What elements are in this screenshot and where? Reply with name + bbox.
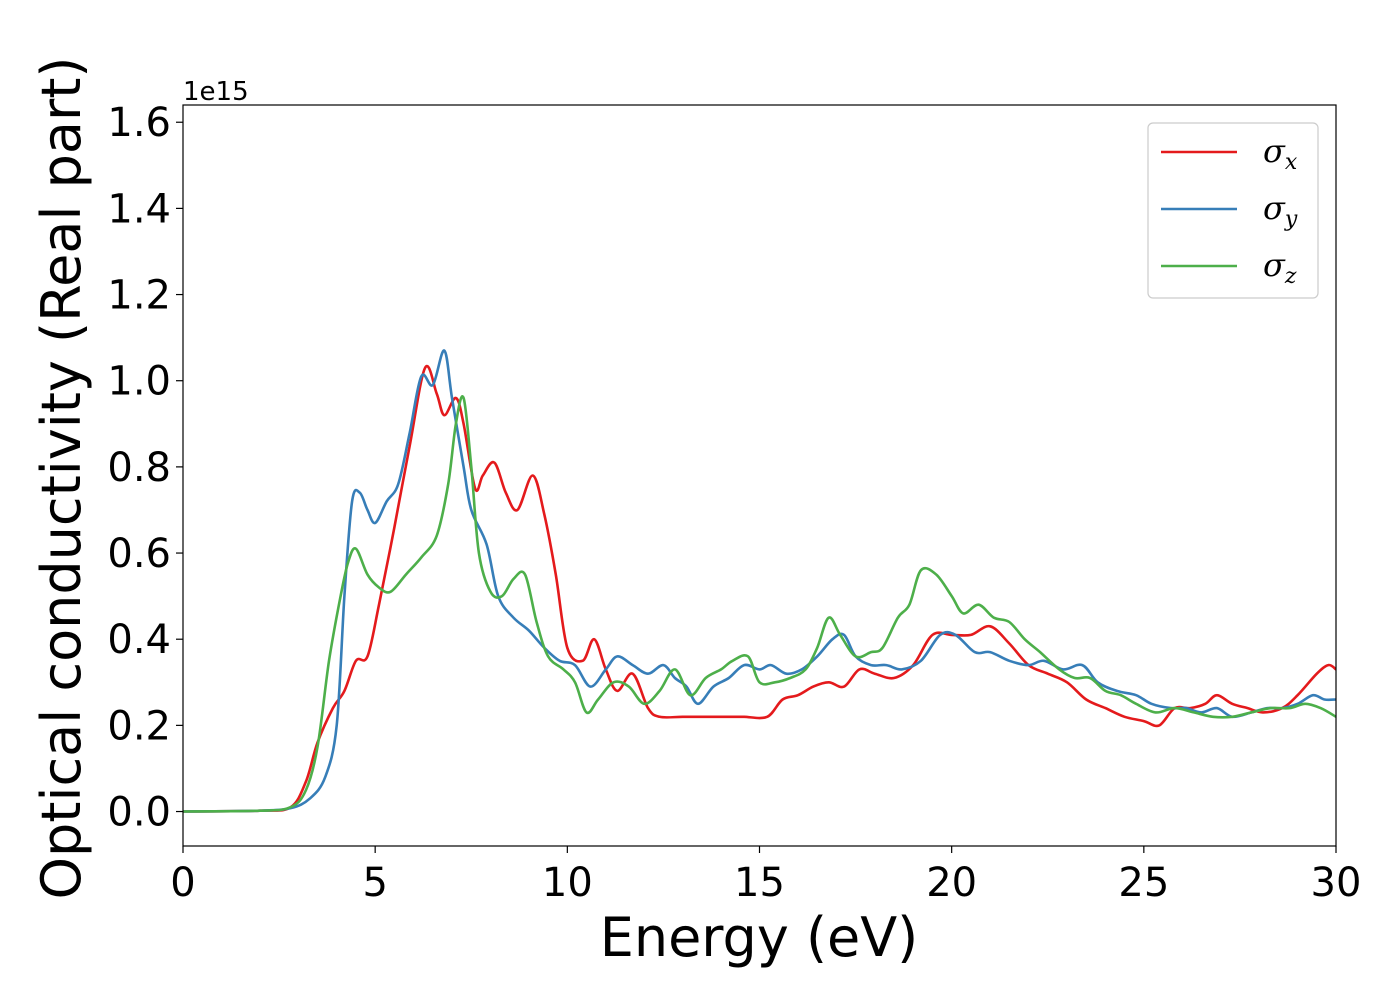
- x-tick-label: 30: [1311, 860, 1362, 906]
- legend-subscript: x: [1285, 150, 1298, 175]
- legend-label-sigma-z: σz: [1263, 246, 1297, 289]
- series-line-sigma-z: [183, 395, 1336, 813]
- y-tick-label: 0.0: [107, 790, 171, 836]
- x-tick-label: 25: [1118, 860, 1169, 906]
- y-axis-ticks: 0.0 0.2 0.4 0.6 0.8 1.0 1.2 1.4 1.6: [107, 100, 183, 836]
- legend-label-sigma-x: σx: [1263, 132, 1298, 175]
- x-tick-label: 20: [926, 860, 977, 906]
- legend-symbol: σ: [1263, 189, 1286, 227]
- y-tick-label: 1.2: [107, 273, 171, 319]
- y-tick-label: 0.4: [107, 617, 171, 663]
- legend-subscript: y: [1284, 207, 1298, 232]
- y-tick-label: 1.6: [107, 100, 171, 146]
- series-line-sigma-x: [183, 364, 1336, 813]
- series-line-sigma-y: [183, 349, 1336, 813]
- legend-symbol: σ: [1263, 246, 1286, 284]
- y-tick-label: 1.4: [107, 186, 171, 232]
- legend-subscript: z: [1284, 264, 1297, 289]
- legend-label-sigma-y: σy: [1263, 189, 1298, 232]
- y-tick-label: 1.0: [107, 359, 171, 405]
- y-offset-label: 1e15: [183, 77, 249, 107]
- x-tick-label: 10: [542, 860, 593, 906]
- series-layer: [183, 349, 1336, 813]
- y-tick-label: 0.8: [107, 445, 171, 491]
- y-tick-label: 0.6: [107, 531, 171, 577]
- x-axis-label: Energy (eV): [600, 906, 919, 969]
- x-tick-label: 0: [170, 860, 195, 906]
- y-tick-label: 0.2: [107, 703, 171, 749]
- x-tick-label: 5: [362, 860, 387, 906]
- legend-symbol: σ: [1263, 132, 1286, 170]
- x-axis-ticks: 0 5 10 15 20 25 30: [170, 846, 1361, 906]
- y-axis-label: Optical conductivity (Real part): [30, 57, 93, 900]
- legend-box: [1147, 122, 1319, 299]
- x-tick-label: 15: [734, 860, 785, 906]
